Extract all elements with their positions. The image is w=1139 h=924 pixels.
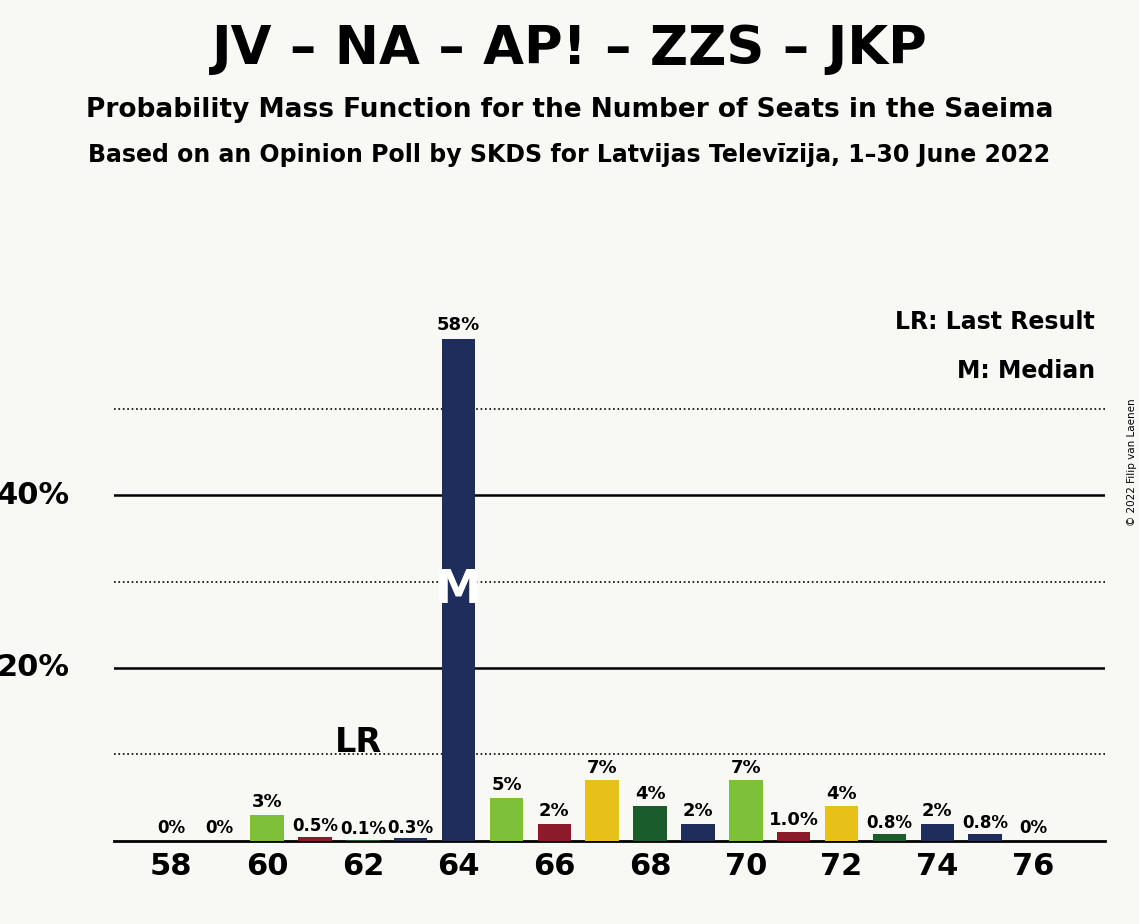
Text: 0%: 0% [205, 820, 233, 837]
Bar [729, 781, 762, 841]
Text: 3%: 3% [252, 794, 282, 811]
Text: 2%: 2% [539, 802, 570, 821]
Bar [585, 781, 618, 841]
Bar [633, 807, 666, 841]
Text: 7%: 7% [730, 759, 761, 777]
Text: M: M [435, 567, 482, 613]
Text: 0.1%: 0.1% [339, 821, 386, 838]
Text: 0.5%: 0.5% [292, 817, 338, 834]
Text: 2%: 2% [921, 802, 952, 821]
Bar [681, 823, 714, 841]
Text: 0.3%: 0.3% [387, 819, 434, 836]
Text: M: Median: M: Median [957, 359, 1095, 383]
Text: LR: Last Result: LR: Last Result [895, 310, 1095, 334]
Text: 4%: 4% [826, 784, 857, 803]
Text: 40%: 40% [0, 480, 69, 509]
Text: JV – NA – AP! – ZZS – JKP: JV – NA – AP! – ZZS – JKP [212, 23, 927, 75]
Bar [920, 823, 954, 841]
Bar [538, 823, 571, 841]
Bar [777, 833, 811, 841]
Bar [298, 836, 331, 841]
Text: 0.8%: 0.8% [962, 814, 1008, 833]
Text: 1.0%: 1.0% [769, 810, 819, 829]
Text: 4%: 4% [634, 784, 665, 803]
Bar [251, 815, 284, 841]
Bar [394, 838, 427, 841]
Text: 20%: 20% [0, 653, 69, 683]
Text: 5%: 5% [491, 776, 522, 794]
Bar [490, 797, 523, 841]
Text: © 2022 Filip van Laenen: © 2022 Filip van Laenen [1126, 398, 1137, 526]
Text: Based on an Opinion Poll by SKDS for Latvijas Televīzija, 1–30 June 2022: Based on an Opinion Poll by SKDS for Lat… [89, 143, 1050, 167]
Bar [825, 807, 859, 841]
Text: 0%: 0% [1019, 820, 1047, 837]
Text: 0%: 0% [157, 820, 186, 837]
Text: 2%: 2% [682, 802, 713, 821]
Text: 58%: 58% [437, 316, 481, 334]
Text: LR: LR [335, 725, 382, 759]
Bar [872, 834, 907, 841]
Text: Probability Mass Function for the Number of Seats in the Saeima: Probability Mass Function for the Number… [85, 97, 1054, 123]
Bar [442, 339, 475, 841]
Bar [968, 834, 1002, 841]
Text: 0.8%: 0.8% [867, 814, 912, 833]
Text: 7%: 7% [587, 759, 617, 777]
